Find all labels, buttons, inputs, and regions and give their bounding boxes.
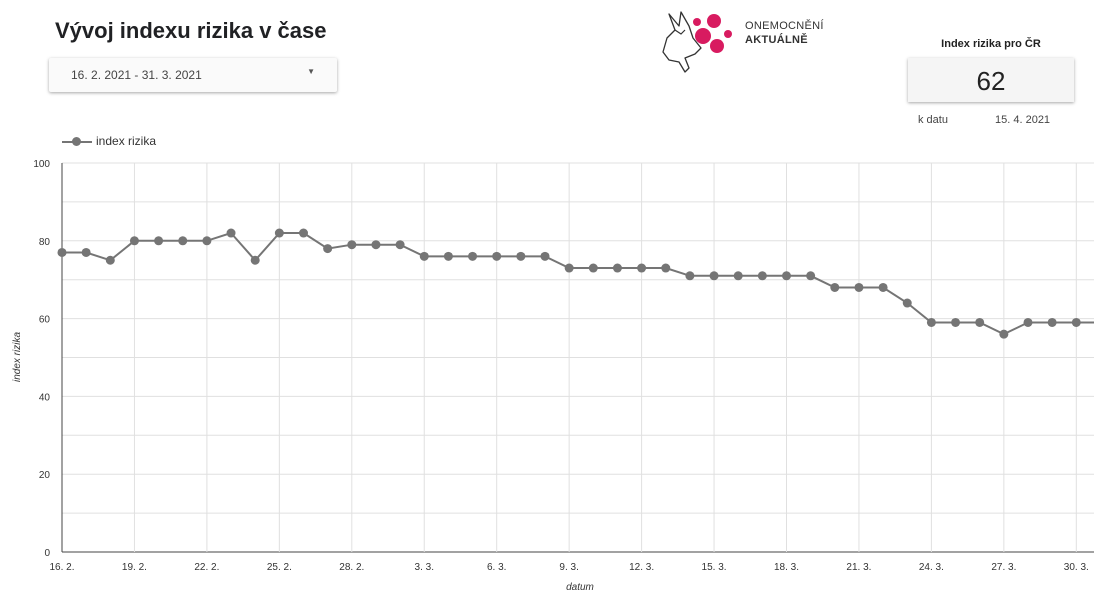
data-point — [830, 282, 840, 292]
x-tick-label: 27. 3. — [991, 562, 1016, 573]
data-point — [540, 251, 550, 261]
data-point — [1071, 317, 1081, 327]
logo-text-line2: AKTUÁLNĚ — [745, 34, 808, 46]
data-point — [419, 251, 429, 261]
y-tick-label: 20 — [39, 470, 51, 481]
data-point — [733, 271, 743, 281]
data-point — [202, 236, 212, 246]
legend-label: index rizika — [96, 134, 157, 148]
x-tick-label: 3. 3. — [415, 562, 434, 573]
x-tick-label: 15. 3. — [702, 562, 727, 573]
data-point — [757, 271, 767, 281]
data-point — [516, 251, 526, 261]
kpi-date-label: k datu — [918, 114, 948, 126]
x-tick-label: 25. 2. — [267, 562, 292, 573]
logo-text-line1: ONEMOCNĚNÍ — [745, 20, 824, 32]
kpi-date-value: 15. 4. 2021 — [995, 114, 1051, 126]
dropdown-arrow-icon: ▼ — [307, 67, 315, 76]
page-title: Vývoj indexu rizika v čase — [55, 18, 327, 43]
data-point — [492, 251, 502, 261]
data-point — [81, 247, 91, 257]
x-tick-label: 6. 3. — [487, 562, 506, 573]
data-point — [685, 271, 695, 281]
data-point — [57, 247, 67, 257]
data-point — [806, 271, 816, 281]
data-point — [564, 263, 574, 273]
data-point — [1023, 317, 1033, 327]
kpi-title: Index rizika pro ČR — [941, 38, 1041, 50]
data-point — [782, 271, 791, 281]
data-point — [975, 317, 985, 327]
x-tick-label: 18. 3. — [774, 562, 799, 573]
data-point — [902, 298, 912, 308]
data-point — [371, 240, 381, 250]
series-line — [62, 231, 1094, 336]
data-point — [154, 236, 164, 246]
data-point — [999, 329, 1009, 339]
x-tick-label: 12. 3. — [629, 562, 654, 573]
data-point — [951, 317, 961, 327]
y-tick-label: 60 — [39, 315, 51, 326]
x-tick-label: 24. 3. — [919, 562, 944, 573]
data-point — [854, 282, 864, 292]
data-point — [226, 228, 236, 238]
data-point — [588, 263, 598, 273]
data-point — [299, 228, 308, 238]
onemocneni-aktualne-logo: ONEMOCNĚNÍ AKTUÁLNĚ — [655, 8, 855, 78]
x-tick-label: 19. 2. — [122, 562, 147, 573]
data-point — [323, 244, 333, 254]
x-tick-label: 30. 3. — [1064, 562, 1089, 573]
data-point — [926, 317, 936, 327]
kpi-scorecard: 62 — [908, 58, 1074, 102]
data-point — [274, 228, 284, 238]
kpi-value: 62 — [976, 66, 1006, 96]
data-point — [443, 251, 453, 261]
date-range-selector[interactable]: 16. 2. 2021 - 31. 3. 2021 ▼ — [49, 58, 337, 92]
dog-logo-icon — [662, 11, 732, 73]
data-point — [1047, 317, 1057, 327]
x-tick-label: 22. 2. — [194, 562, 219, 573]
y-axis-title: index rizika — [12, 332, 23, 382]
data-point — [878, 282, 888, 292]
data-point — [468, 251, 478, 261]
x-axis-title: datum — [566, 582, 594, 592]
y-tick-label: 40 — [39, 392, 51, 403]
y-tick-label: 0 — [44, 548, 50, 559]
x-tick-label: 28. 2. — [339, 562, 364, 573]
data-point — [347, 240, 357, 250]
date-range-value: 16. 2. 2021 - 31. 3. 2021 — [71, 68, 202, 82]
x-tick-label: 9. 3. — [559, 562, 578, 573]
x-tick-label: 21. 3. — [846, 562, 871, 573]
y-tick-label: 80 — [39, 237, 51, 248]
data-point — [178, 236, 188, 246]
data-point — [105, 255, 115, 265]
data-point — [395, 240, 405, 250]
data-point — [709, 271, 719, 281]
data-point — [612, 263, 622, 273]
data-point — [250, 255, 260, 265]
data-point — [637, 263, 647, 273]
data-point — [661, 263, 671, 273]
legend-dot-marker — [72, 137, 81, 146]
x-tick-label: 16. 2. — [49, 562, 74, 573]
y-tick-label: 100 — [33, 159, 50, 170]
data-point — [129, 236, 139, 246]
